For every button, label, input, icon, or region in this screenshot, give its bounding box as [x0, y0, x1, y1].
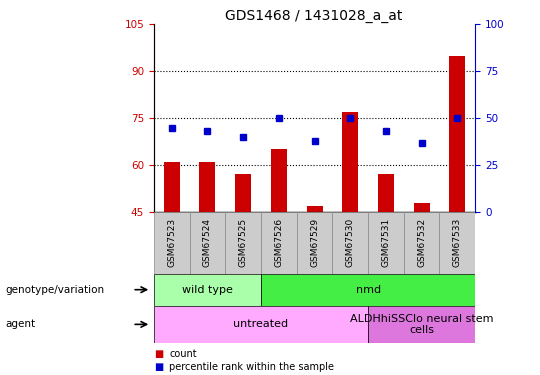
- Bar: [225, 212, 261, 274]
- Bar: [154, 274, 261, 306]
- Bar: [368, 212, 404, 274]
- Text: GSM67530: GSM67530: [346, 218, 355, 267]
- Bar: [404, 212, 440, 274]
- Bar: [342, 112, 358, 212]
- Text: GSM67531: GSM67531: [381, 218, 390, 267]
- Bar: [154, 212, 190, 274]
- Bar: [449, 56, 465, 212]
- Bar: [271, 149, 287, 212]
- Bar: [190, 212, 225, 274]
- Bar: [296, 212, 333, 274]
- Text: count: count: [169, 350, 197, 359]
- Text: GSM67526: GSM67526: [274, 218, 284, 267]
- Text: genotype/variation: genotype/variation: [5, 285, 105, 295]
- Text: GDS1468 / 1431028_a_at: GDS1468 / 1431028_a_at: [225, 9, 402, 23]
- Text: GSM67523: GSM67523: [167, 218, 176, 267]
- Text: untreated: untreated: [233, 320, 288, 329]
- Text: nmd: nmd: [355, 285, 381, 295]
- Text: GSM67529: GSM67529: [310, 218, 319, 267]
- Bar: [261, 212, 296, 274]
- Bar: [440, 212, 475, 274]
- Bar: [414, 202, 430, 212]
- Text: percentile rank within the sample: percentile rank within the sample: [169, 362, 334, 372]
- Text: GSM67533: GSM67533: [453, 218, 462, 267]
- Text: GSM67524: GSM67524: [203, 218, 212, 267]
- Bar: [261, 274, 475, 306]
- Bar: [378, 174, 394, 212]
- Text: GSM67525: GSM67525: [239, 218, 248, 267]
- Text: wild type: wild type: [182, 285, 233, 295]
- Bar: [307, 206, 322, 212]
- Text: ■: ■: [154, 350, 163, 359]
- Bar: [164, 162, 180, 212]
- Text: ■: ■: [154, 362, 163, 372]
- Text: ALDHhiSSClo neural stem
cells: ALDHhiSSClo neural stem cells: [350, 314, 494, 335]
- Bar: [235, 174, 251, 212]
- Text: agent: agent: [5, 320, 36, 329]
- Bar: [199, 162, 215, 212]
- Bar: [333, 212, 368, 274]
- Bar: [154, 306, 368, 343]
- Bar: [368, 306, 475, 343]
- Text: GSM67532: GSM67532: [417, 218, 426, 267]
